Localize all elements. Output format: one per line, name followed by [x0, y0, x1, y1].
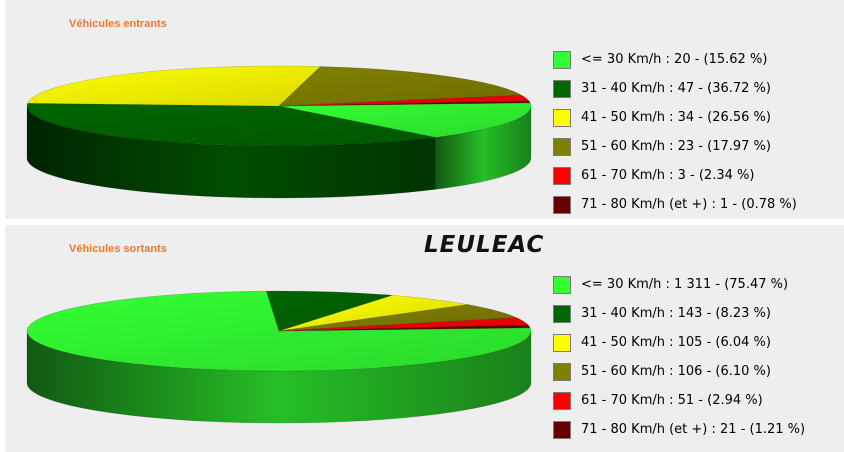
pie-slice: [26, 103, 436, 147]
pie-side-walls: [26, 105, 532, 199]
pie-top-faces: [26, 65, 532, 147]
legend-label: 31 - 40 Km/h : 143 - (8.23 %): [581, 306, 771, 321]
pie-slice: [278, 94, 530, 107]
legend-item: 71 - 80 Km/h (et +) : 21 - (1.21 %): [553, 421, 844, 443]
pie-chart-entrants: [26, 65, 532, 199]
pie-slice: [26, 290, 532, 372]
legend-swatch: [553, 305, 571, 323]
legend-item: <= 30 Km/h : 1 311 - (75.47 %): [553, 276, 844, 298]
chart-title-entrants: Véhicules entrants: [69, 18, 167, 30]
legend-swatch: [553, 196, 571, 214]
legend-item: 61 - 70 Km/h : 51 - (2.94 %): [553, 392, 844, 414]
legend-item: 51 - 60 Km/h : 106 - (6.10 %): [553, 363, 844, 385]
pie-slice: [278, 100, 531, 107]
legend-swatch: [553, 109, 571, 127]
legend-label: 61 - 70 Km/h : 3 - (2.34 %): [581, 168, 755, 183]
legend-item: 61 - 70 Km/h : 3 - (2.34 %): [553, 167, 844, 189]
panel-vehicules-sortants: Véhicules sortants <= 30 Km/h : 1 311 - …: [5, 225, 844, 452]
panel-vehicules-entrants: Véhicules entrants <= 30 Km/h : 20 - (15…: [5, 0, 844, 219]
legend-item: <= 30 Km/h : 20 - (15.62 %): [553, 51, 844, 73]
pie-slice: [278, 102, 532, 138]
pie-slice: [27, 65, 322, 107]
legend-label: 61 - 70 Km/h : 51 - (2.94 %): [581, 393, 763, 408]
legend-label: 41 - 50 Km/h : 34 - (26.56 %): [581, 110, 771, 125]
pie-slice: [278, 294, 468, 332]
legend-item: 31 - 40 Km/h : 143 - (8.23 %): [553, 305, 844, 327]
legend-swatch: [553, 276, 571, 294]
legend-item: 41 - 50 Km/h : 105 - (6.04 %): [553, 334, 844, 356]
chart-title-sortants: Véhicules sortants: [69, 243, 167, 255]
legend-item: 71 - 80 Km/h (et +) : 1 - (0.78 %): [553, 196, 844, 218]
legend-swatch: [553, 421, 571, 439]
page-title: LEULEAC: [424, 232, 545, 258]
legend-label: 31 - 40 Km/h : 47 - (36.72 %): [581, 81, 771, 96]
legend-label: 71 - 80 Km/h (et +) : 1 - (0.78 %): [581, 197, 797, 212]
legend-label: <= 30 Km/h : 1 311 - (75.47 %): [581, 277, 789, 292]
legend-swatch: [553, 138, 571, 156]
pie-slice: [265, 290, 393, 332]
legend-label: 71 - 80 Km/h (et +) : 21 - (1.21 %): [581, 422, 806, 437]
legend-item: 31 - 40 Km/h : 47 - (36.72 %): [553, 80, 844, 102]
legend-swatch: [553, 334, 571, 352]
pie-slice: [278, 324, 531, 332]
pie-slice: [278, 304, 517, 332]
legend-label: 51 - 60 Km/h : 23 - (17.97 %): [581, 139, 771, 154]
legend-label: 51 - 60 Km/h : 106 - (6.10 %): [581, 364, 771, 379]
legend-swatch: [553, 51, 571, 69]
legend-item: 41 - 50 Km/h : 34 - (26.56 %): [553, 109, 844, 131]
legend-label: 41 - 50 Km/h : 105 - (6.04 %): [581, 335, 771, 350]
legend-item: 51 - 60 Km/h : 23 - (17.97 %): [553, 138, 844, 160]
legend-label: <= 30 Km/h : 20 - (15.62 %): [581, 52, 768, 67]
pie-slice: [278, 317, 529, 332]
pie-chart-sortants: [26, 290, 532, 424]
legend-swatch: [553, 80, 571, 98]
pie-top-faces: [26, 290, 532, 372]
legend-swatch: [553, 363, 571, 381]
legend-swatch: [553, 392, 571, 410]
legend-swatch: [553, 167, 571, 185]
pie-slice: [278, 66, 523, 107]
